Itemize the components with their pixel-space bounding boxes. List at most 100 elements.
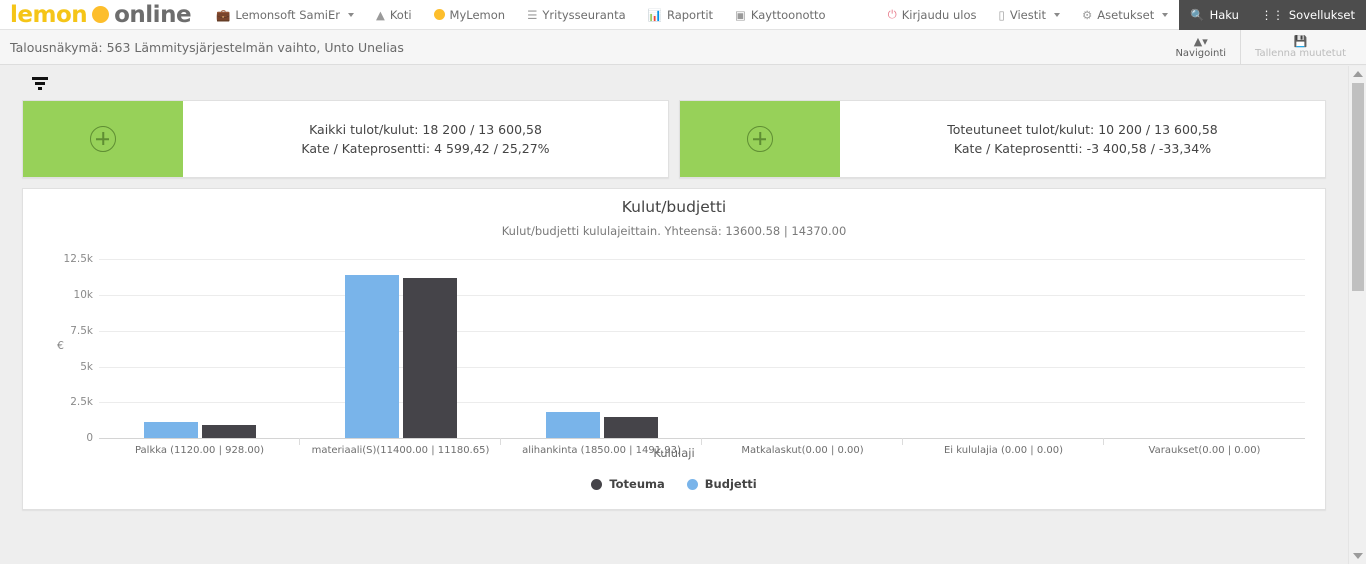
page-title: Talousnäkymä: 563 Lämmitysjärjestelmän v… — [10, 39, 404, 55]
nav-item-lemonsoft-samier[interactable]: 💼 Lemonsoft SamiEr — [205, 0, 365, 30]
filter-funnel-icon[interactable] — [32, 76, 48, 90]
nav-item-label: Asetukset — [1097, 7, 1155, 22]
chart-legend: Toteuma Budjetti — [23, 477, 1325, 491]
search-icon: 🔍 — [1190, 7, 1205, 22]
x-axis-label: Kululaji — [653, 446, 695, 460]
summary-card-body-2: Toteutuneet tulot/kulut: 10 200 / 13 600… — [840, 101, 1325, 177]
chevron-down-icon — [1162, 12, 1169, 17]
summary-card-1: Kaikki tulot/kulut: 18 200 / 13 600,58 Ka… — [22, 100, 669, 178]
bar-group — [903, 245, 1104, 445]
navigointi-button[interactable]: ▲▾ Navigointi — [1161, 30, 1240, 65]
gridline — [99, 366, 1305, 368]
scroll-down-arrow-icon[interactable] — [1352, 553, 1363, 559]
brand-word-lemon: lemon — [10, 1, 88, 28]
legend-color-swatch — [686, 478, 698, 490]
nav-item-label: Sovellukset — [1288, 7, 1355, 22]
nav-item-label: Raportit — [666, 7, 714, 22]
summary-cards: Kaikki tulot/kulut: 18 200 / 13 600,58 Ka… — [0, 100, 1348, 178]
chart-subtitle: Kulut/budjetti kululajeittain. Yhteensä:… — [501, 224, 847, 238]
bar-toteuma[interactable] — [603, 416, 658, 438]
navigation-pin-icon: ▲▾ — [1193, 34, 1208, 48]
tallenna-muutetut-button[interactable]: 💾 Tallenna muutetut — [1240, 29, 1360, 65]
nav-item-haku[interactable]: 🔍 Haku — [1179, 0, 1250, 30]
y-axis-tick-label: 0 — [86, 432, 93, 444]
chart-card: Kulut/budjetti Kulut/budjetti kululajeit… — [22, 188, 1326, 510]
nav-item-label: Kayttoonotto — [750, 7, 826, 22]
chevron-down-icon — [1053, 12, 1060, 17]
bar-group — [501, 245, 702, 445]
y-axis-label: € — [57, 339, 64, 352]
nav-item-viestit[interactable]: ▯ Viestit — [988, 0, 1071, 30]
plus-circle-icon — [90, 126, 116, 152]
gridline — [99, 402, 1305, 404]
nav-item-yritysseuranta[interactable]: ☰ Yritysseuranta — [516, 0, 637, 30]
summary-card-2: Toteutuneet tulot/kulut: 10 200 / 13 600… — [679, 100, 1326, 178]
axis-separator-tick — [299, 438, 300, 445]
nav-item-mylemon[interactable]: MyLemon — [423, 0, 517, 30]
bar-toteuma[interactable] — [402, 278, 457, 438]
vertical-scrollbar[interactable] — [1348, 66, 1366, 564]
y-axis-tick-label: 2.5k — [70, 396, 93, 409]
summary-line-2: Kate / Kateprosentti: 4 599,42 / 25,27% — [301, 141, 550, 156]
add-entry-button-1[interactable] — [23, 101, 183, 177]
scroll-up-arrow-icon[interactable] — [1352, 71, 1363, 77]
secondary-nav-links: ⏻ Kirjaudu ulos ▯ Viestit ⚙ Asetukset 🔍 Haku ⋮⋮ S… — [877, 0, 1366, 30]
bar-group — [99, 245, 300, 445]
summary-card-body-1: Kaikki tulot/kulut: 18 200 / 13 600,58 Ka… — [183, 101, 668, 177]
legend-label: Toteuma — [609, 477, 665, 491]
brand-logo[interactable]: lemon online — [0, 2, 205, 28]
scrollbar-thumb[interactable] — [1352, 83, 1364, 291]
nav-item-asetukset[interactable]: ⚙ Asetukset — [1071, 0, 1179, 30]
brand-word-online: online — [114, 1, 192, 28]
nav-item-label: Kirjaudu ulos — [901, 7, 977, 22]
axis-separator-tick — [902, 438, 903, 445]
y-axis-tick-label: 7.5k — [70, 324, 93, 337]
nav-item-kirjaudu-ulos[interactable]: ⏻ Kirjaudu ulos — [877, 0, 988, 30]
gear-icon: ⚙ — [1081, 7, 1093, 22]
filter-toolbar — [0, 66, 1348, 100]
briefcase-icon: 💼 — [216, 7, 231, 22]
nav-item-sovellukset[interactable]: ⋮⋮ Sovellukset — [1249, 0, 1366, 30]
nav-item-label: Lemonsoft SamiEr — [235, 7, 340, 22]
y-axis-tick-label: 5k — [80, 360, 93, 373]
primary-nav-links: 💼 Lemonsoft SamiEr ▲ Koti MyLemon ☰ Yritysseur… — [205, 0, 837, 30]
power-icon: ⏻ — [887, 7, 897, 21]
x-axis-tick-label: Matkalaskut(0.00 | 0.00) — [741, 445, 864, 456]
x-axis-tick-label: Ei kululajia (0.00 | 0.00) — [943, 445, 1064, 456]
list-icon: ☰ — [527, 7, 538, 22]
y-axis-tick-label: 12.5k — [63, 253, 93, 266]
x-axis-line — [99, 438, 1305, 439]
nav-item-koti[interactable]: ▲ Koti — [365, 0, 423, 30]
bar-chart-icon: 📊 — [647, 7, 662, 22]
message-icon: ▯ — [998, 7, 1005, 22]
summary-line-1: Toteutuneet tulot/kulut: 10 200 / 13 600… — [947, 122, 1218, 137]
gridline — [99, 259, 1305, 261]
add-entry-button-2[interactable] — [680, 101, 840, 177]
grid-apps-icon: ⋮⋮ — [1260, 7, 1284, 22]
x-axis-tick-label: materiaali(S)(11400.00 | 11180.65) — [311, 445, 490, 456]
id-card-icon: ▣ — [735, 7, 746, 22]
nav-item-kayttoonotto[interactable]: ▣ Kayttoonotto — [724, 0, 837, 30]
bar-budjetti[interactable] — [545, 411, 600, 438]
context-bar-actions: ▲▾ Navigointi 💾 Tallenna muutetut — [1161, 29, 1366, 65]
nav-item-label: Viestit — [1009, 7, 1046, 22]
lemon-dot-icon — [92, 6, 110, 23]
lemon-circle-icon — [433, 9, 445, 20]
x-axis-tick-label: Palkka (1120.00 | 928.00) — [134, 445, 265, 456]
tallenna-muutetut-label: Tallenna muutetut — [1255, 47, 1346, 59]
bar-budjetti[interactable] — [344, 275, 399, 438]
home-icon: ▲ — [375, 7, 385, 22]
legend-item-toteuma[interactable]: Toteuma — [591, 477, 665, 491]
gridline — [99, 330, 1305, 332]
axis-separator-tick — [701, 438, 702, 445]
chart-plot-area: 0 2.5k 5k 7.5k 10k 12.5k Palkka (1120.00 | 928… — [64, 245, 1305, 456]
bar-toteuma[interactable] — [201, 424, 256, 438]
y-axis-tick-label: 10k — [73, 289, 93, 302]
bar-group — [300, 245, 501, 445]
gridline — [99, 295, 1305, 297]
summary-line-1: Kaikki tulot/kulut: 18 200 / 13 600,58 — [309, 122, 542, 137]
legend-item-budjetti[interactable]: Budjetti — [686, 477, 757, 491]
nav-item-raportit[interactable]: 📊 Raportit — [637, 0, 724, 30]
bar-budjetti[interactable] — [143, 422, 198, 438]
bar-group — [1104, 245, 1305, 438]
